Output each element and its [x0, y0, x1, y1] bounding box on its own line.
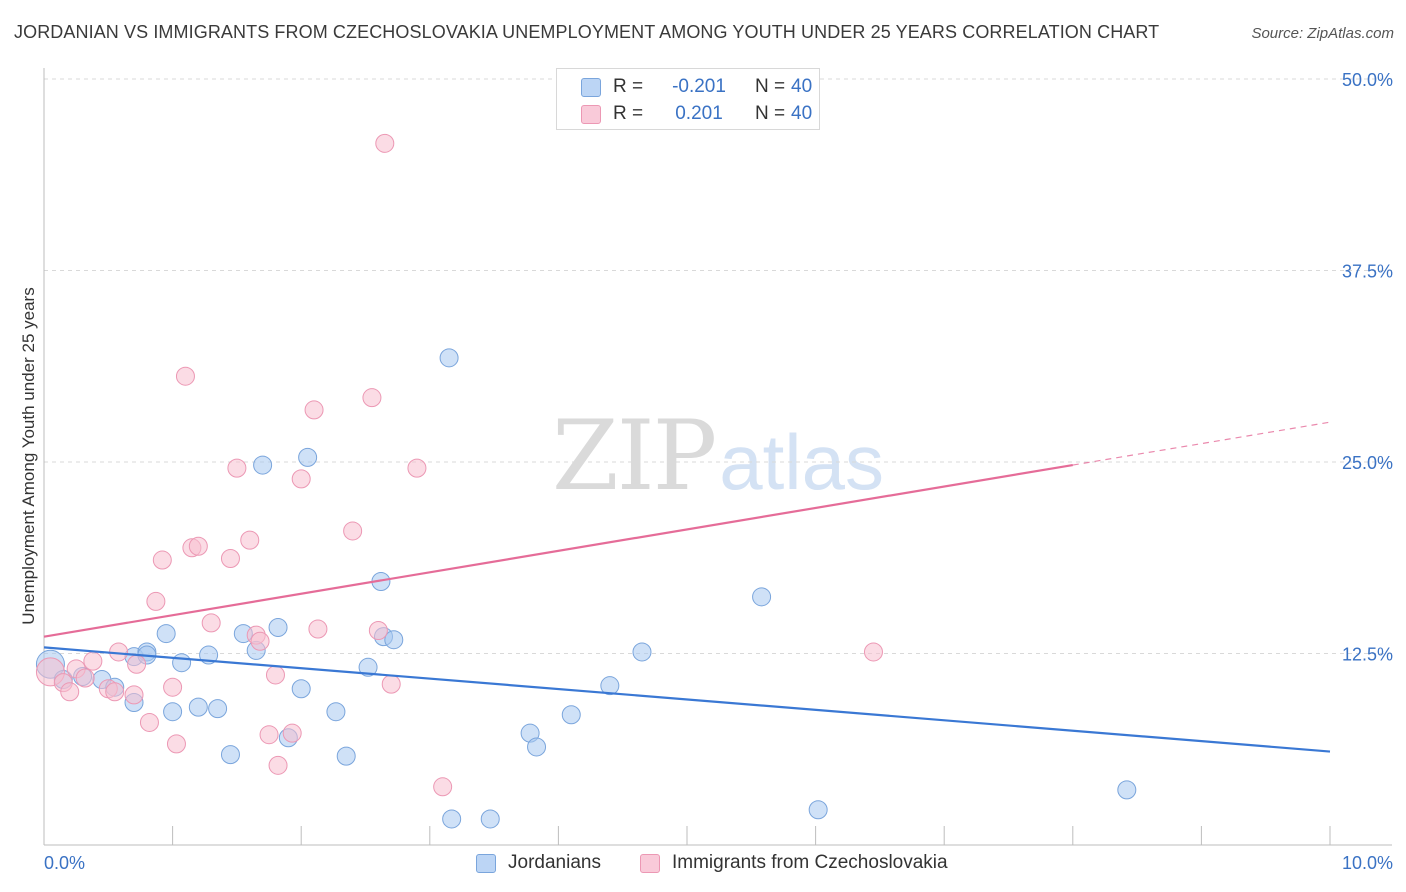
jordanian-point	[808, 800, 828, 820]
trend-line	[43, 646, 1331, 753]
x-tick-label: 10.0%	[1342, 853, 1393, 873]
series-label-czechoslovakia: Immigrants from Czechoslovakia	[672, 852, 948, 873]
jordanian-point	[632, 642, 652, 662]
jordanian-point	[156, 624, 176, 644]
legend-n-label: N =	[755, 103, 786, 124]
jordanian-point	[253, 455, 273, 475]
series-swatch-jordanians	[476, 854, 496, 873]
czech-point	[227, 458, 247, 478]
jordanian-point	[561, 705, 581, 725]
series-label-jordanians: Jordanians	[508, 852, 601, 873]
jordanian-point	[326, 702, 346, 722]
czech-point	[362, 388, 382, 408]
jordanian-point	[752, 587, 772, 607]
czech-point	[282, 723, 302, 743]
czech-point	[240, 530, 260, 550]
czech-point	[343, 521, 363, 541]
source-label: Source: ZipAtlas.com	[1251, 25, 1394, 42]
czech-point	[175, 366, 195, 386]
trend-line-extension	[1072, 421, 1331, 466]
y-tick-label: 25.0%	[1342, 453, 1393, 473]
jordanian-point	[527, 737, 547, 757]
jordanian-point	[480, 809, 500, 829]
jordanian-point	[298, 447, 318, 467]
czech-point	[139, 712, 159, 732]
jordanian-point	[358, 657, 378, 677]
czech-point	[259, 725, 279, 745]
trend-line	[43, 463, 1073, 638]
jordanian-point	[336, 746, 356, 766]
y-tick-label: 50.0%	[1342, 70, 1393, 90]
jordanian-point	[208, 699, 228, 719]
legend-r-label: R =	[613, 76, 644, 97]
czech-point	[188, 536, 208, 556]
czech-point	[60, 682, 80, 702]
jordanian-point	[188, 697, 208, 717]
czech-point	[265, 665, 285, 685]
czech-point	[407, 458, 427, 478]
czech-point	[433, 777, 453, 797]
czech-point	[127, 654, 147, 674]
series-swatch-czechoslovakia	[640, 854, 660, 873]
legend-n-label: N =	[755, 76, 786, 97]
chart-title: JORDANIAN VS IMMIGRANTS FROM CZECHOSLOVA…	[14, 22, 1160, 42]
czech-point	[163, 677, 183, 697]
jordanian-point	[268, 617, 288, 637]
y-axis-title: Unemployment Among Youth under 25 years	[19, 287, 38, 625]
jordanian-point	[442, 809, 462, 829]
jordanian-point	[439, 348, 459, 368]
legend-swatch-czechoslovakia	[581, 105, 601, 124]
czech-point	[375, 133, 395, 153]
jordanian-point	[291, 679, 311, 699]
legend-r-value: -0.201	[672, 76, 726, 97]
legend-n-value: 40	[791, 103, 813, 124]
jordanian-point	[163, 702, 183, 722]
czech-point	[152, 550, 172, 570]
czech-point	[304, 400, 324, 420]
czech-point	[381, 674, 401, 694]
legend-n-value: 40	[791, 76, 813, 97]
czech-point	[201, 613, 221, 633]
czech-point	[124, 685, 144, 705]
czech-point	[75, 668, 95, 688]
correlation-legend: R = -0.201 N = 40 R = 0.201 N = 40	[556, 68, 820, 130]
jordanian-point	[384, 630, 404, 650]
czech-point	[166, 734, 186, 754]
czech-point	[863, 642, 883, 662]
jordanian-point	[220, 745, 240, 765]
jordanian-point	[172, 653, 192, 673]
czech-point	[308, 619, 328, 639]
czech-point	[83, 651, 103, 671]
czech-point	[105, 682, 125, 702]
y-tick-label: 12.5%	[1342, 645, 1393, 665]
czech-point	[368, 621, 388, 641]
legend-r-label: R =	[613, 103, 644, 124]
legend-swatch-jordanians	[581, 78, 601, 97]
jordanian-point	[1117, 780, 1137, 800]
y-tick-label: 37.5%	[1342, 262, 1393, 282]
czech-point	[220, 549, 240, 569]
czech-point	[268, 755, 288, 775]
czech-point	[250, 631, 270, 651]
legend-r-value: 0.201	[675, 103, 723, 124]
czech-point	[146, 591, 166, 611]
czech-point	[291, 469, 311, 489]
jordanian-point	[600, 676, 620, 696]
x-tick-label: 0.0%	[44, 853, 85, 873]
